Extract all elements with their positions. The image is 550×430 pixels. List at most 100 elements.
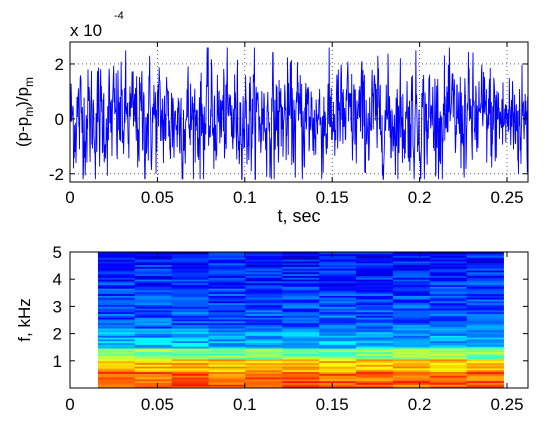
spectrogram-cell [208,384,246,387]
spectrogram-cell [429,377,468,380]
spectrogram-cell [392,253,431,257]
spectrogram-cell [97,310,136,313]
spectrogram-cell [208,273,246,276]
spectrogram-cell [466,304,504,307]
spectrogram-cell [134,275,173,278]
spectrogram-cell [97,369,136,373]
spectrogram-cell [134,368,173,371]
spectrogram-cell [282,320,320,324]
spectrogram-cell [319,344,357,347]
spectrogram-cell [356,304,394,307]
spectrogram-cell [245,266,283,269]
spectrogram-cell [208,252,246,255]
spectrogram-cell [466,337,504,340]
spectrogram-cell [429,297,468,300]
spectrogram-cell [97,346,136,349]
spectrogram-cell [429,275,468,278]
spectrogram-cell [134,377,173,380]
spectrogram-cell [171,377,209,380]
spectrogram-cell [208,300,246,304]
spectrogram-cell [392,264,431,267]
spectrogram-cell [282,378,320,382]
waveform-y-axis-label: (p-pm)/pm [13,77,36,147]
spectrogram-cell [356,360,394,364]
spectrogram-cell [319,288,357,291]
spectrogram-cell [356,288,394,291]
spectrogram-cell [134,344,173,347]
spectrogram-cell [356,290,394,293]
spectrogram-cell [97,261,136,264]
spectrogram-cell [208,290,246,293]
spectrogram-cell [429,366,468,369]
spectrogram-cell [466,264,504,267]
spectrogram-cell [245,261,283,264]
spectrogram-cell [171,310,209,313]
spectrogram-cell [245,315,283,318]
spectrogram-cell [245,377,283,380]
spectrogram-cell [392,271,431,275]
spectrogram-cell [356,339,394,342]
spectrogram-cell [97,368,136,371]
spectrogram-cell [392,371,431,374]
spectrogram-cell [245,282,283,286]
spectrogram-cell [429,253,468,257]
spectrogram-cell [171,366,209,369]
spectrogram-cell [245,313,283,316]
spectrogram-cell [97,380,136,383]
spectrogram-cell [245,358,283,362]
spectrogram-cell [319,378,357,382]
spectrogram-cell [134,291,173,295]
spectrogram-cell [319,286,357,289]
spectrogram-cell [392,324,431,327]
spectrogram-cell [245,378,283,382]
spectrogram-cell [356,375,394,378]
spectrogram-cell [208,308,246,311]
spectrogram-cell [171,368,209,371]
spectrogram-cell [97,384,136,387]
spectrogram-cell [134,306,173,309]
spectrogram-cell [245,262,283,266]
spectrogram-cell [171,344,209,347]
spectrogram-cell [171,261,209,264]
spectrogram-cell [97,362,136,365]
spectrogram-cell [282,357,320,360]
spectrogram-cell [319,268,357,271]
spectrogram-cell [392,268,431,271]
spectrogram-cell [319,326,357,329]
spectrogram-cell [429,349,468,353]
spectrogram-cell [97,326,136,329]
spectrogram-cell [171,355,209,358]
waveform-line [70,47,528,180]
spectrogram-cell [466,331,504,334]
spectrogram-cell [134,380,173,383]
spectrogram-cell [466,275,504,278]
waveform-x-tick-label: 0.2 [408,188,432,207]
spectrogram-cell [319,291,357,295]
spectrogram-cell [282,273,320,276]
spectrogram-cell [134,349,173,353]
spectrogram-cell [392,351,431,354]
spectrogram-cell [97,351,136,354]
spectrogram-cell [466,324,504,327]
spectrogram-cell [466,378,504,382]
spectrogram-cell [171,259,209,262]
spectrogram-cell [97,308,136,311]
spectrogram-cell [466,340,504,344]
spectrogram-cell [282,344,320,347]
spectrogram-cell [171,360,209,364]
spectrogram-cell [429,353,468,356]
spectrogram-cell [466,253,504,257]
spectrogram-cell [356,344,394,347]
spectrogram-cell [134,288,173,291]
spectrogram-cell [392,333,431,336]
spectrogram-cell [97,373,136,376]
spectrogram-cell [171,297,209,300]
spectrogram-cell [97,331,136,334]
spectrogram-cell [466,344,504,347]
waveform-y-tick-label: 2 [55,55,64,74]
spectrogram-cell [356,329,394,333]
spectrogram-cell [171,299,209,302]
spectrogram-cell [319,339,357,342]
spectrogram-cells [97,252,504,389]
spectrogram-cell [97,277,136,280]
